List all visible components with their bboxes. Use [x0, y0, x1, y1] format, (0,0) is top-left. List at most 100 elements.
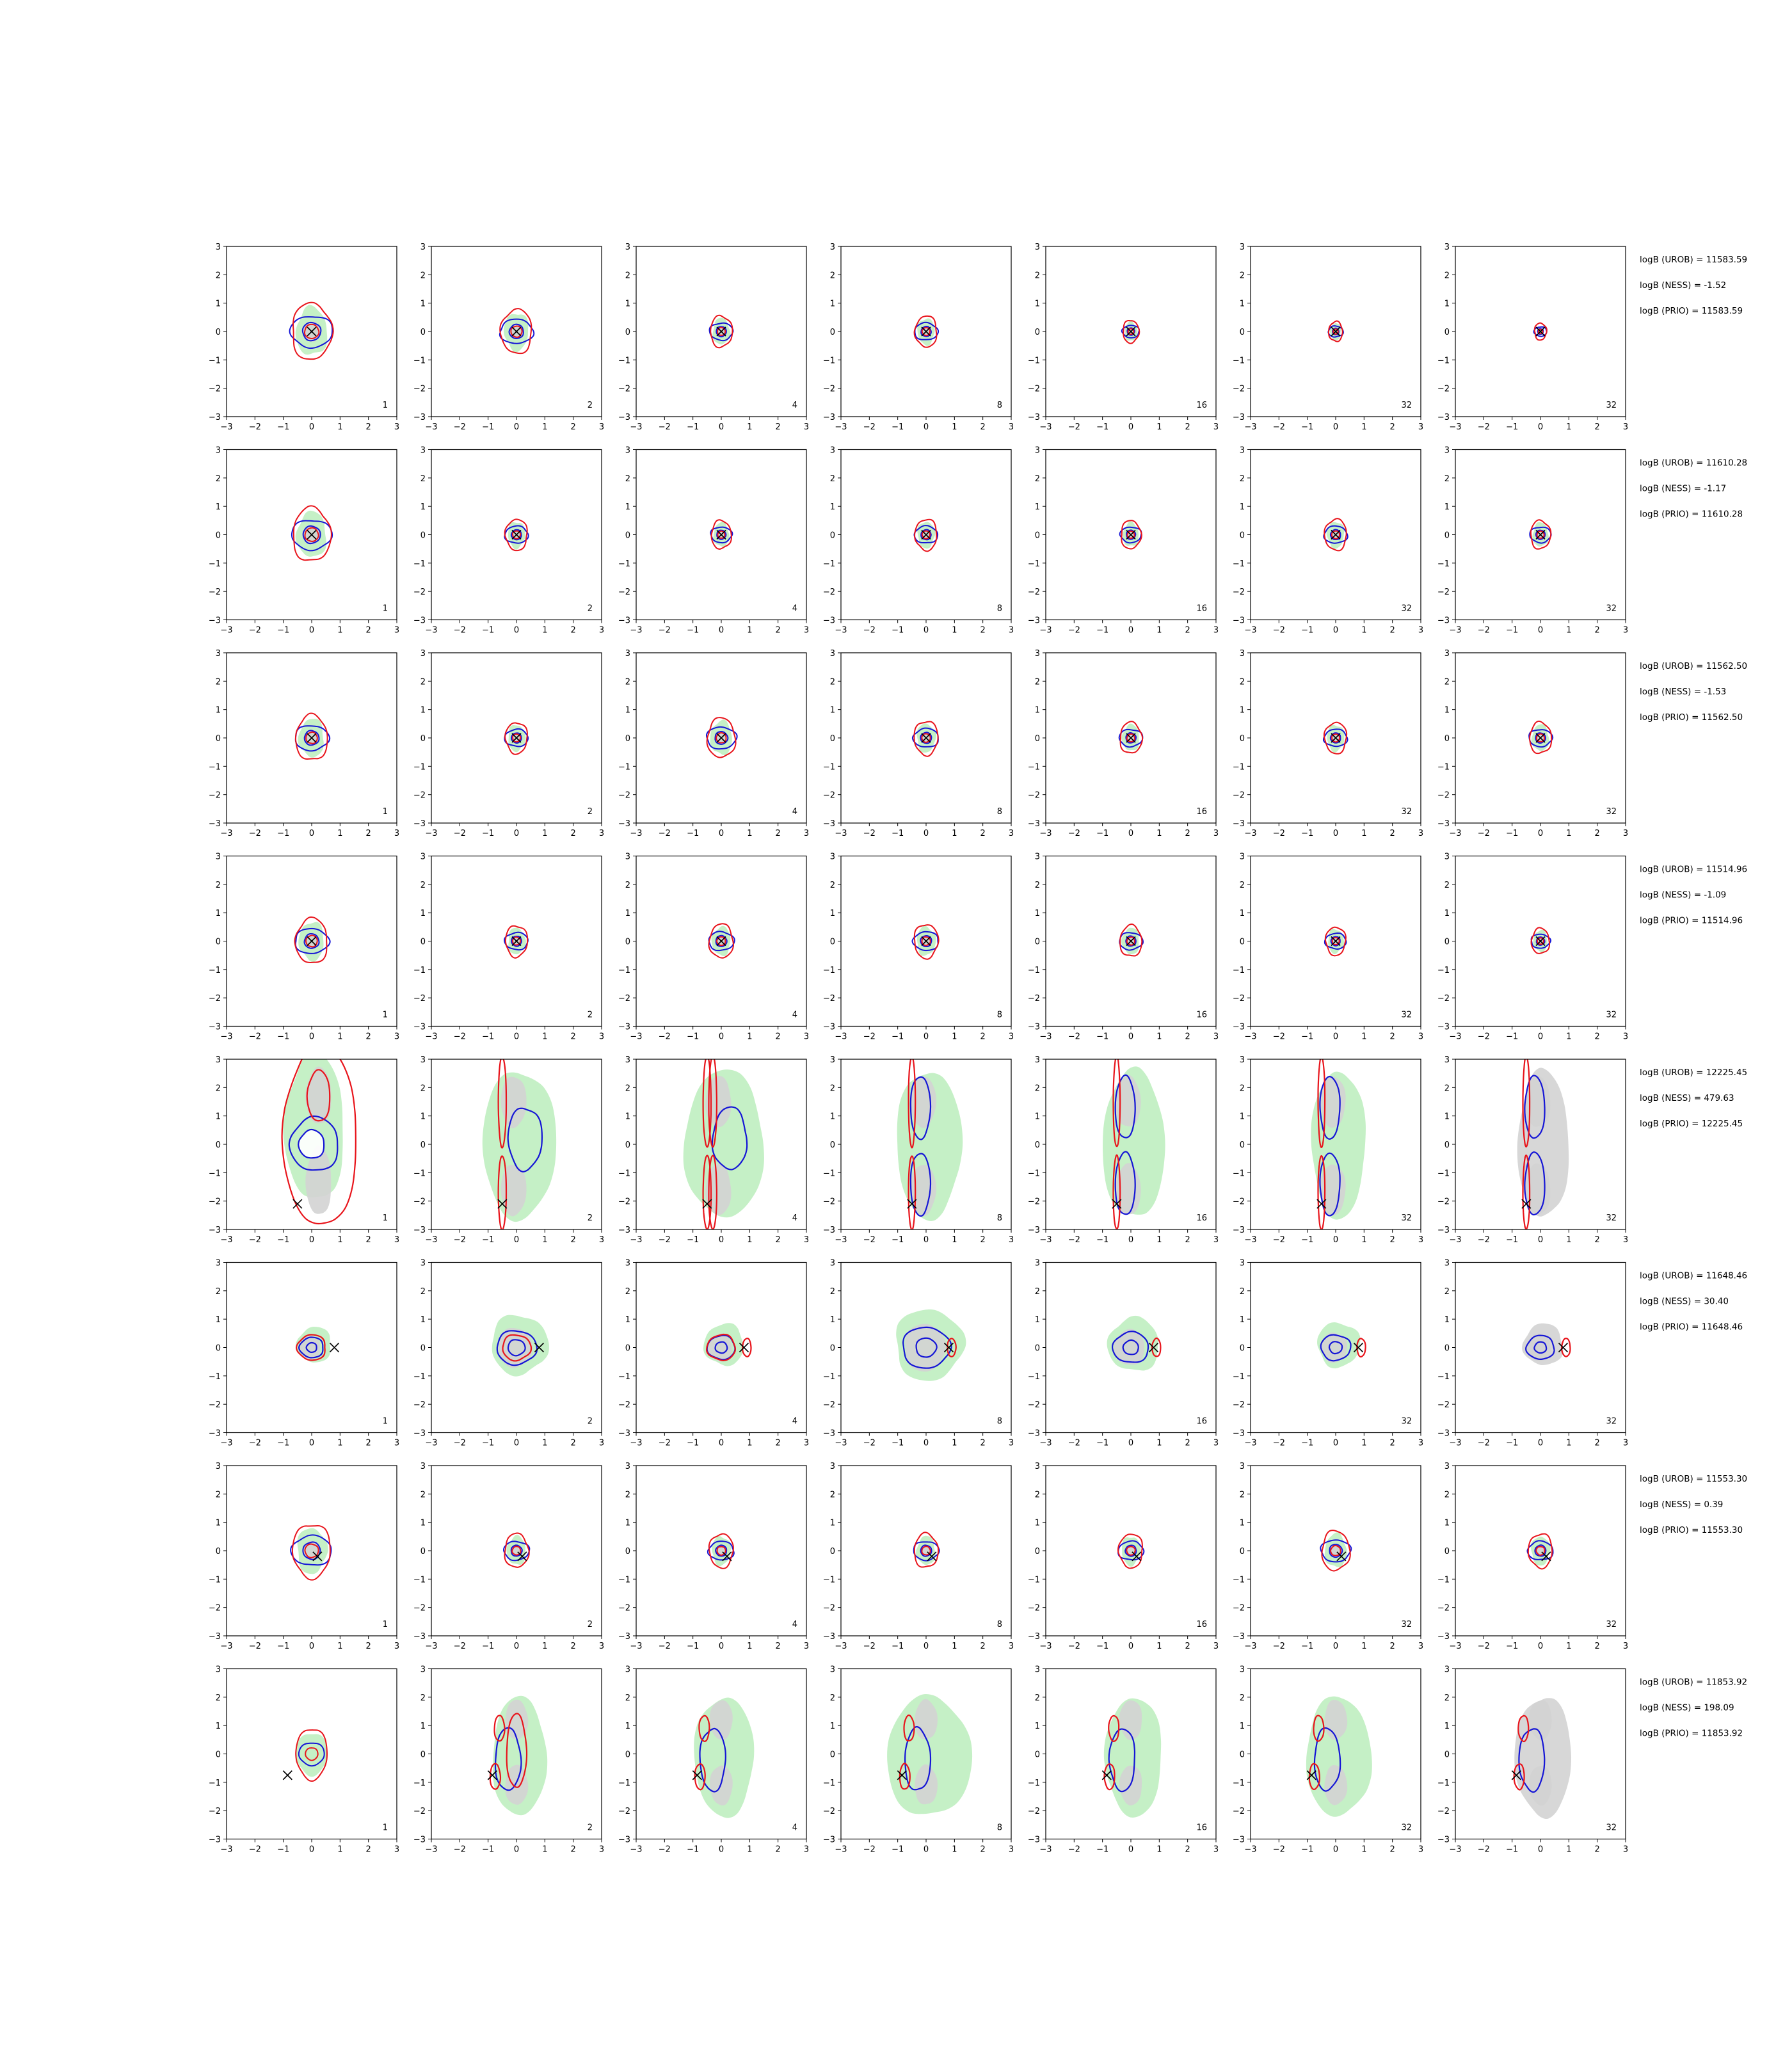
plot-area — [887, 1694, 973, 1814]
y-tick-label: 0 — [830, 1140, 835, 1150]
contour-blue-inner — [1329, 732, 1341, 744]
contour-red-inner — [1330, 1544, 1341, 1556]
y-tick-label: 0 — [625, 328, 630, 337]
x-tick-label: −2 — [249, 1439, 261, 1448]
panel-number: 8 — [997, 401, 1002, 410]
contour-red — [1527, 1533, 1553, 1570]
marker-x — [1126, 733, 1136, 743]
x-tick-label: 0 — [1538, 829, 1543, 838]
x-tick-label: 2 — [571, 1235, 576, 1245]
y-tick-label: 0 — [625, 1344, 630, 1354]
x-tick-label: −1 — [277, 1439, 289, 1448]
x-tick-label: 3 — [1623, 1439, 1628, 1448]
x-tick-label: 0 — [309, 1642, 314, 1651]
plot-area — [295, 1326, 331, 1363]
x-tick-label: −3 — [1244, 626, 1256, 636]
x-tick-label: 3 — [1009, 1642, 1014, 1651]
x-tick-label: −3 — [1039, 829, 1052, 838]
density-fill-grey — [299, 1335, 320, 1360]
y-tick-label: 0 — [420, 1344, 426, 1354]
contour-blue — [904, 1726, 932, 1791]
marker-x — [282, 1770, 292, 1780]
panel-number: 32 — [1401, 1417, 1412, 1427]
marker-x — [1331, 529, 1341, 540]
row-6-logb-label: logB (PRIO) = 11648.46 — [1640, 1322, 1743, 1332]
x-tick-label: 3 — [1213, 1032, 1219, 1042]
x-tick-label: −3 — [220, 1032, 232, 1042]
x-tick-label: 2 — [776, 422, 781, 432]
x-tick-label: −1 — [687, 829, 699, 838]
x-tick-label: −1 — [1301, 1032, 1313, 1042]
y-tick-label: 0 — [216, 1750, 221, 1760]
y-tick-label: 3 — [1444, 1665, 1450, 1675]
contour-blue — [1111, 1331, 1149, 1363]
y-tick-label: 2 — [420, 881, 426, 890]
y-tick-label: −2 — [1028, 1400, 1040, 1410]
y-tick-label: 3 — [830, 446, 835, 456]
marker-x — [1331, 326, 1341, 337]
contour-red — [1103, 1763, 1116, 1791]
y-tick-label: −3 — [209, 1226, 221, 1235]
y-tick-label: −1 — [209, 356, 221, 365]
y-tick-label: 2 — [1240, 1287, 1245, 1297]
contour-red-inner — [305, 934, 318, 948]
panel-number: 1 — [383, 1417, 388, 1427]
x-tick-label: −2 — [659, 626, 671, 636]
x-tick-label: −2 — [1478, 1845, 1490, 1855]
contour-red — [295, 1729, 328, 1782]
y-tick-label: −2 — [413, 1604, 426, 1613]
y-tick-label: −1 — [413, 1372, 426, 1382]
x-tick-label: −3 — [1039, 626, 1052, 636]
row-2-logb-label: logB (UROB) = 11610.28 — [1640, 458, 1747, 468]
x-tick-label: 1 — [1566, 1032, 1571, 1042]
x-tick-label: 2 — [366, 626, 371, 636]
x-tick-label: −1 — [687, 1845, 699, 1855]
x-tick-label: 3 — [1418, 422, 1423, 432]
y-tick-label: 2 — [830, 1490, 835, 1500]
marker-x — [1521, 1199, 1532, 1209]
y-tick-label: 2 — [625, 1490, 630, 1500]
x-tick-label: −1 — [482, 1032, 494, 1042]
x-tick-label: 0 — [719, 1642, 724, 1651]
y-tick-label: 0 — [420, 531, 426, 541]
panel-number: 32 — [1401, 1011, 1412, 1020]
x-tick-label: 0 — [1128, 422, 1133, 432]
panel-r6-c1: −3 −2 −1 0 1 2 3 −3 −2 −1 0 1 2 3 1 — [209, 1259, 399, 1448]
y-tick-label: −1 — [1028, 1575, 1040, 1585]
density-fill-grey — [1529, 1700, 1552, 1741]
y-tick-label: 0 — [216, 1344, 221, 1354]
panel-r5-c7: −3 −2 −1 0 1 2 3 −3 −2 −1 0 1 2 3 32 — [1437, 1055, 1628, 1245]
y-tick-label: 3 — [216, 1665, 221, 1675]
y-tick-label: 0 — [1240, 328, 1245, 337]
x-tick-label: 2 — [366, 829, 371, 838]
contour-blue-inner — [920, 1544, 932, 1557]
x-tick-label: 1 — [337, 422, 342, 432]
contour-red — [1522, 1059, 1531, 1148]
x-tick-label: −3 — [630, 1235, 642, 1245]
plot-area — [289, 301, 334, 360]
panel-r4-c4: −3 −2 −1 0 1 2 3 −3 −2 −1 0 1 2 3 8 — [823, 852, 1014, 1042]
y-tick-label: −2 — [618, 994, 630, 1004]
panel-number: 16 — [1196, 604, 1207, 614]
y-tick-label: 3 — [1035, 446, 1040, 456]
x-tick-label: −2 — [454, 829, 466, 838]
panel-r5-c2: −3 −2 −1 0 1 2 3 −3 −2 −1 0 1 2 3 2 — [413, 1055, 604, 1245]
x-tick-label: 0 — [1333, 1845, 1338, 1855]
y-tick-label: 1 — [420, 1519, 426, 1528]
x-tick-label: 1 — [1361, 1845, 1366, 1855]
y-tick-label: 3 — [1240, 1259, 1245, 1268]
contour-red — [1317, 1155, 1326, 1229]
y-tick-label: 1 — [216, 1315, 221, 1325]
x-tick-label: −2 — [1273, 422, 1285, 432]
panel-r2-c7: −3 −2 −1 0 1 2 3 −3 −2 −1 0 1 2 3 32 — [1437, 446, 1628, 636]
x-tick-label: 3 — [1418, 1235, 1423, 1245]
contour-red — [1313, 1715, 1325, 1742]
y-tick-label: −3 — [823, 1226, 835, 1235]
x-tick-label: 1 — [1566, 422, 1571, 432]
marker-x — [517, 1551, 527, 1562]
contour-red-inner — [1126, 530, 1135, 540]
x-tick-label: 0 — [1538, 422, 1543, 432]
contour-blue-inner — [920, 325, 932, 337]
panel-r1-c7: −3 −2 −1 0 1 2 3 −3 −2 −1 0 1 2 3 32 — [1437, 243, 1628, 432]
contour-blue-inner — [920, 934, 932, 948]
